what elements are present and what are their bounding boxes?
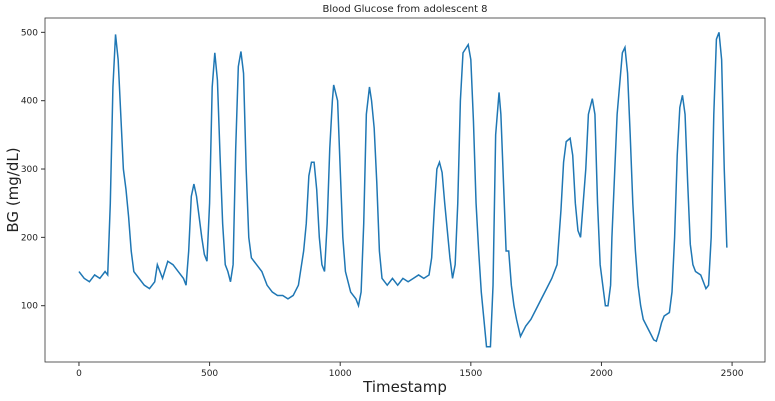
y-tick-label: 200 [21, 233, 38, 243]
y-tick-label: 500 [21, 28, 38, 38]
y-tick-label: 300 [21, 165, 38, 175]
x-tick-label: 0 [76, 369, 82, 379]
x-tick-label: 500 [201, 369, 218, 379]
x-tick-label: 1000 [329, 369, 352, 379]
y-axis-label: BG (mg/dL) [4, 147, 22, 232]
y-tick-label: 100 [21, 302, 38, 312]
x-axis-label: Timestamp [362, 378, 447, 396]
y-tick-label: 400 [21, 97, 38, 107]
x-tick-label: 1500 [459, 369, 482, 379]
x-tick-label: 2500 [721, 369, 744, 379]
data-line [78, 32, 728, 348]
plot-frame [44, 17, 766, 363]
x-tick-label: 2000 [590, 369, 613, 379]
chart-title: Blood Glucose from adolescent 8 [322, 4, 487, 15]
